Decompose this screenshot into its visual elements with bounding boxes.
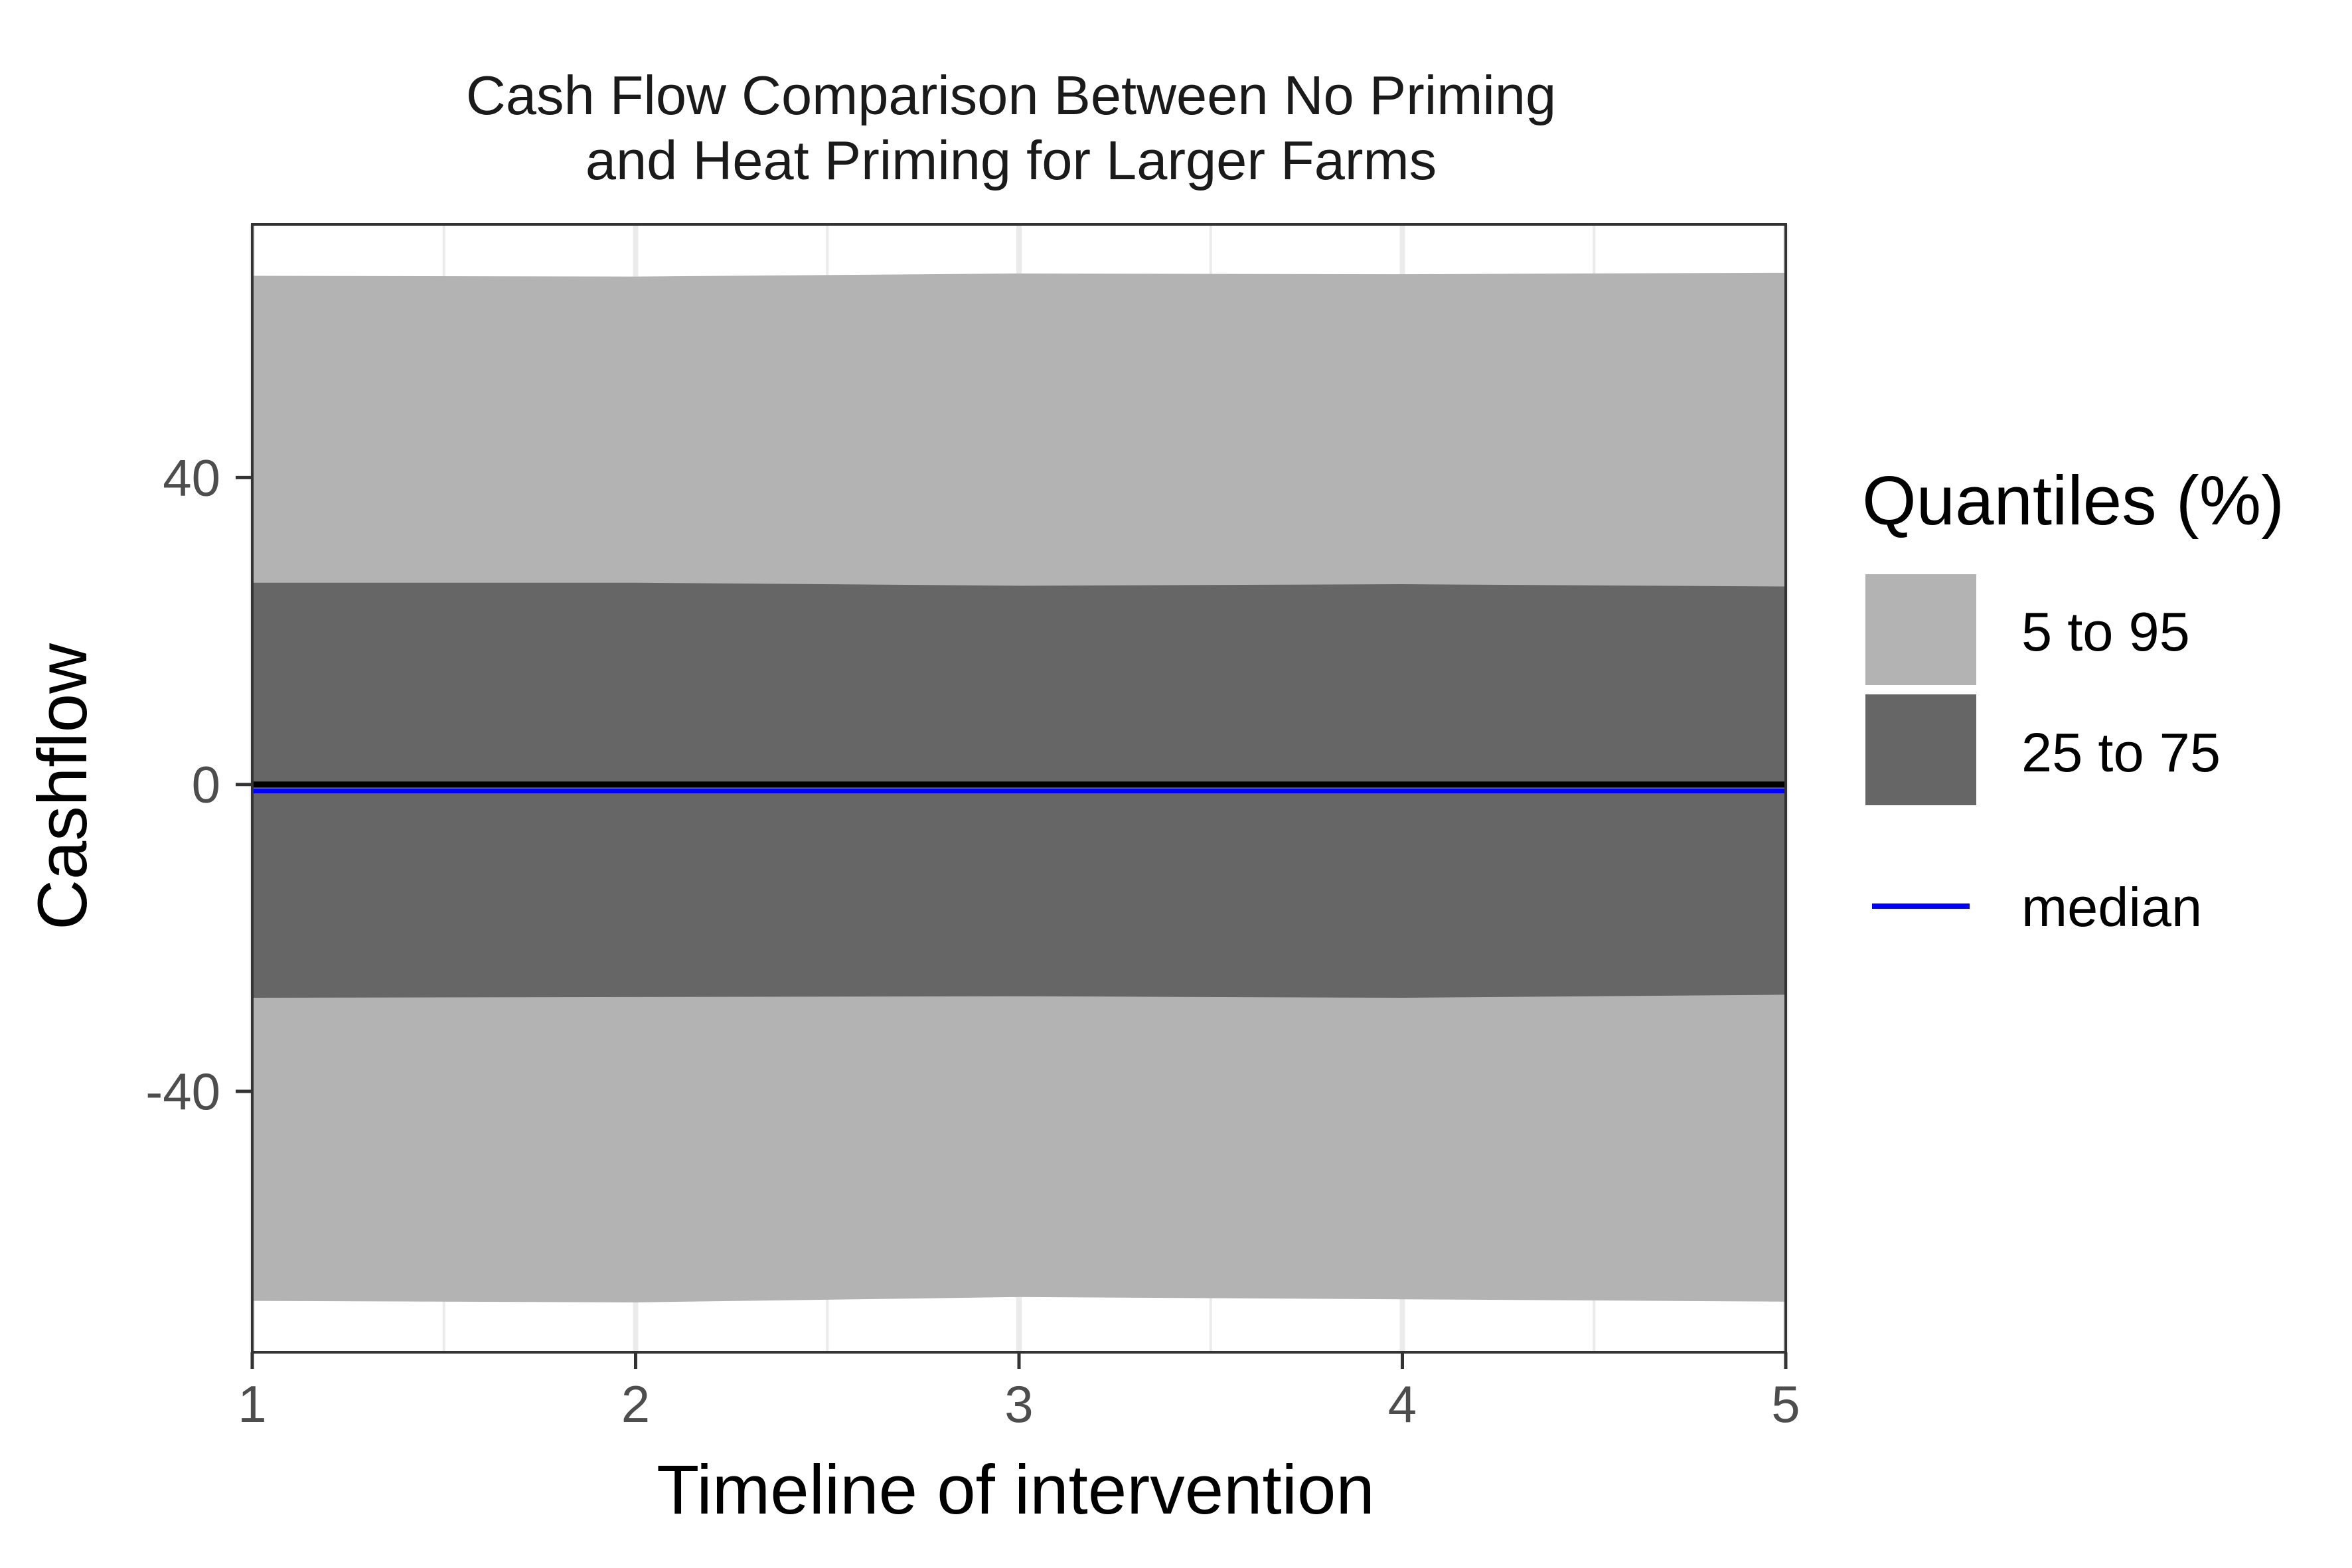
x-tick-label: 5	[1771, 1375, 1800, 1433]
legend-swatch-5-95	[1865, 574, 1976, 685]
legend-label-median: median	[2021, 876, 2202, 938]
x-axis-title: Timeline of intervention	[657, 1451, 1375, 1529]
y-tick-label: 40	[163, 448, 220, 507]
y-tick-label: 0	[192, 755, 220, 814]
legend-title: Quantiles (%)	[1862, 462, 2284, 540]
y-tick-label: -40	[145, 1062, 220, 1121]
y-axis-title: Cashflow	[24, 643, 102, 930]
legend-label-25-75: 25 to 75	[2021, 722, 2221, 783]
chart-subtitle: and Heat Priming for Larger Farms	[586, 129, 1437, 191]
legend-label-5-95: 5 to 95	[2021, 601, 2190, 663]
x-axis: 1 2 3 4 5	[238, 1352, 1800, 1433]
y-axis: 40 0 -40	[145, 448, 252, 1121]
legend-swatch-25-75	[1865, 694, 1976, 805]
x-tick-label: 2	[621, 1375, 650, 1433]
x-tick-label: 1	[238, 1375, 266, 1433]
plot-area	[250, 223, 1788, 1354]
x-tick-label: 4	[1388, 1375, 1417, 1433]
x-tick-label: 3	[1004, 1375, 1033, 1433]
legend: Quantiles (%) 5 to 95 25 to 75 median	[1862, 462, 2284, 938]
chart-title: Cash Flow Comparison Between No Priming	[466, 64, 1556, 126]
quantile-bands	[252, 272, 1786, 1302]
